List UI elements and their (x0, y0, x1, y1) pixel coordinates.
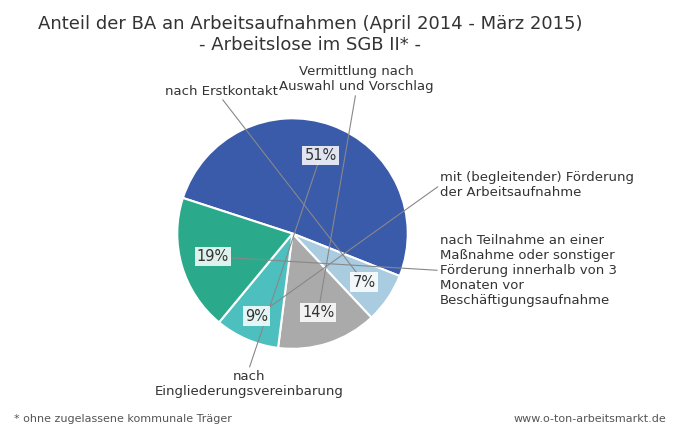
Text: www.o-ton-arbeitsmarkt.de: www.o-ton-arbeitsmarkt.de (513, 414, 666, 424)
Text: 14%: 14% (302, 305, 335, 320)
Text: 9%: 9% (245, 309, 269, 323)
Title: Anteil der BA an Arbeitsaufnahmen (April 2014 - März 2015)
- Arbeitslose im SGB : Anteil der BA an Arbeitsaufnahmen (April… (37, 15, 582, 54)
Wedge shape (292, 233, 400, 317)
Text: 19%: 19% (197, 249, 229, 264)
Text: 51%: 51% (305, 148, 337, 163)
Text: mit (begleitender) Förderung
der Arbeitsaufnahme: mit (begleitender) Förderung der Arbeits… (440, 171, 634, 199)
Text: * ohne zugelassene kommunale Träger: * ohne zugelassene kommunale Träger (14, 414, 231, 424)
Wedge shape (177, 198, 292, 323)
Wedge shape (278, 233, 371, 349)
Text: nach
Eingliederungsvereinbarung: nach Eingliederungsvereinbarung (154, 369, 343, 397)
Text: nach Erstkontakt: nach Erstkontakt (165, 84, 277, 97)
Text: 7%: 7% (352, 275, 375, 290)
Wedge shape (183, 118, 408, 276)
Text: Vermittlung nach
Auswahl und Vorschlag: Vermittlung nach Auswahl und Vorschlag (279, 65, 433, 93)
Wedge shape (219, 233, 292, 348)
Text: nach Teilnahme an einer
Maßnahme oder sonstiger
Förderung innerhalb von 3
Monate: nach Teilnahme an einer Maßnahme oder so… (440, 234, 617, 307)
